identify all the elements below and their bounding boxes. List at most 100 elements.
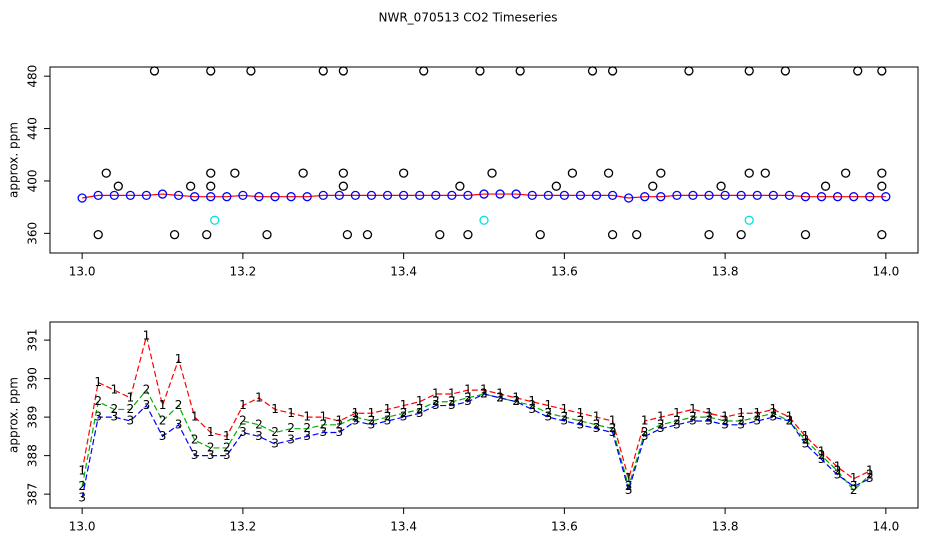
point-glyph: 1: [127, 390, 135, 404]
chart-title: NWR_070513 CO2 Timeseries: [379, 11, 558, 25]
series-line: [81, 336, 871, 481]
point-glyph: 1: [528, 394, 536, 408]
point-glyph: 2: [384, 410, 392, 424]
point-glyph: 1: [110, 383, 118, 397]
point-glyph: 3: [737, 417, 745, 431]
point-glyph: 1: [577, 406, 585, 420]
point-glyph: 2: [593, 417, 601, 431]
point-glyph: 2: [561, 410, 569, 424]
point-glyph: 3: [207, 448, 215, 462]
point-glyph: 3: [528, 402, 536, 416]
data-point: [382, 190, 393, 201]
data-point: [543, 190, 553, 201]
point-glyph: 3: [416, 406, 424, 420]
data-point: [624, 193, 634, 203]
data-point: [832, 192, 843, 202]
point-glyph: 2: [78, 479, 86, 493]
point-glyph: 3: [255, 429, 263, 443]
plot-frame: [49, 321, 919, 509]
x-tick-label: 13.2: [230, 520, 257, 534]
point-glyph: 1: [866, 464, 874, 478]
point-glyph: 3: [786, 413, 794, 427]
point-glyph: 3: [721, 417, 729, 431]
point-glyph: 2: [191, 433, 199, 447]
data-point: [318, 190, 328, 201]
series-line: [81, 393, 871, 499]
point-glyph: 2: [143, 383, 151, 397]
y-axis-label: approx. ppm: [7, 377, 21, 453]
point-glyph: 1: [416, 394, 424, 408]
point-glyph: 3: [368, 417, 376, 431]
data-point: [744, 215, 754, 225]
data-point: [206, 66, 216, 76]
data-point: [338, 66, 349, 76]
point-glyph: 1: [705, 406, 713, 420]
point-glyph: 2: [705, 410, 713, 424]
point-glyph: 2: [673, 413, 681, 427]
data-point: [760, 168, 770, 178]
point-glyph: 1: [384, 402, 392, 416]
point-glyph: 2: [271, 425, 279, 439]
point-glyph: 2: [432, 394, 440, 408]
point-glyph: 1: [159, 398, 167, 412]
data-point: [185, 181, 196, 191]
data-point: [688, 190, 698, 201]
data-point: [206, 181, 216, 191]
point-glyph: 2: [207, 440, 215, 454]
data-point: [101, 168, 111, 178]
point-glyph: 2: [721, 413, 729, 427]
point-glyph: 1: [432, 387, 440, 401]
point-glyph: 2: [753, 410, 761, 424]
y-tick-label: 387: [26, 483, 40, 506]
point-glyph: 2: [319, 417, 327, 431]
data-point: [479, 189, 489, 199]
data-point: [190, 192, 200, 202]
point-glyph: 3: [625, 483, 633, 497]
data-point: [656, 192, 666, 202]
x-tick-label: 13.2: [230, 265, 257, 279]
point-glyph: 1: [641, 413, 649, 427]
data-point: [881, 192, 891, 202]
point-glyph: 2: [802, 433, 810, 447]
point-glyph: 2: [496, 390, 504, 404]
point-glyph: 1: [609, 413, 617, 427]
point-glyph: 3: [818, 452, 826, 466]
data-point: [559, 190, 570, 201]
point-glyph: 2: [287, 421, 295, 435]
point-glyph: 1: [303, 410, 311, 424]
data-point: [246, 66, 256, 76]
point-glyph: 3: [239, 425, 247, 439]
data-point: [511, 189, 521, 199]
point-glyph: 3: [400, 410, 408, 424]
data-point: [431, 190, 441, 201]
x-tick-label: 13.8: [712, 265, 739, 279]
data-point: [752, 190, 762, 201]
data-point: [607, 230, 618, 240]
point-glyph: 1: [271, 402, 279, 416]
point-glyph: 3: [159, 429, 167, 443]
data-point: [298, 168, 308, 178]
x-tick-label: 13.6: [551, 520, 578, 534]
data-point: [338, 181, 349, 191]
point-glyph: 2: [159, 413, 167, 427]
data-point: [736, 190, 746, 201]
data-point: [720, 190, 730, 201]
plot-frame: [49, 66, 919, 254]
point-glyph: 1: [593, 410, 601, 424]
point-glyph: 1: [721, 410, 729, 424]
point-glyph: 3: [496, 390, 504, 404]
data-point: [551, 181, 561, 191]
point-glyph: 1: [480, 383, 488, 397]
data-point: [93, 190, 103, 201]
data-point: [262, 230, 272, 240]
point-glyph: 3: [110, 410, 118, 424]
point-glyph: 1: [352, 406, 360, 420]
data-point: [716, 181, 726, 191]
data-point: [286, 192, 296, 202]
point-glyph: 3: [191, 448, 199, 462]
point-glyph: 2: [770, 406, 778, 420]
data-point: [877, 181, 887, 191]
data-point: [157, 189, 168, 199]
point-glyph: 1: [561, 402, 569, 416]
point-glyph: 1: [834, 460, 842, 474]
